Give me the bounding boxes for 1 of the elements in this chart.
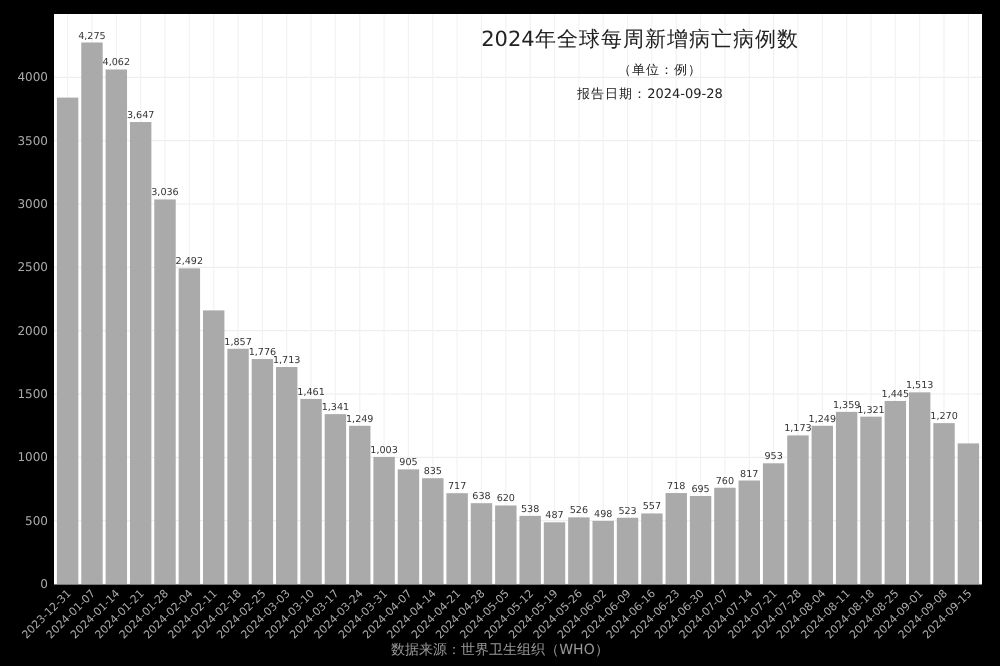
text: 2024年全球每周新增病亡病例数 xyxy=(481,26,799,52)
